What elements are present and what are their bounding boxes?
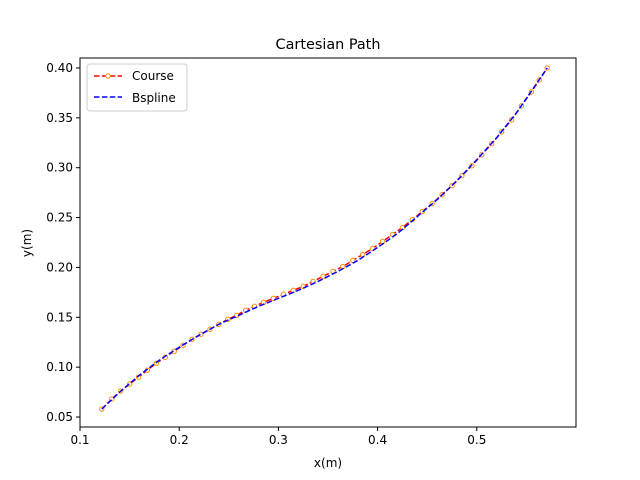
x-axis: 0.1 0.2 0.3 0.4 0.5 bbox=[70, 427, 486, 447]
y-tick-label: 0.05 bbox=[46, 410, 73, 424]
legend-course-marker bbox=[105, 73, 111, 79]
x-axis-label: x(m) bbox=[314, 456, 342, 470]
y-axis: 0.05 0.10 0.15 0.20 0.25 0.30 0.35 0.40 bbox=[46, 61, 80, 424]
series-bspline-line bbox=[101, 67, 548, 410]
chart-title: Cartesian Path bbox=[276, 37, 381, 53]
y-tick-label: 0.30 bbox=[46, 161, 73, 175]
x-tick-label: 0.5 bbox=[467, 433, 486, 447]
x-tick-label: 0.2 bbox=[170, 433, 189, 447]
legend-course-label: Course bbox=[132, 69, 174, 83]
legend: Course Bspline bbox=[86, 63, 188, 112]
y-tick-label: 0.15 bbox=[46, 310, 73, 324]
y-tick-label: 0.35 bbox=[46, 111, 73, 125]
y-tick-label: 0.10 bbox=[46, 360, 73, 374]
course-point bbox=[320, 273, 326, 280]
series-course-line bbox=[101, 67, 548, 410]
plot-area bbox=[99, 65, 550, 412]
y-tick-label: 0.25 bbox=[46, 211, 73, 225]
y-tick-label: 0.20 bbox=[46, 260, 73, 274]
y-tick-label: 0.40 bbox=[46, 61, 73, 75]
x-tick-label: 0.1 bbox=[70, 433, 89, 447]
course-point bbox=[360, 251, 366, 258]
x-tick-label: 0.3 bbox=[269, 433, 288, 447]
x-tick-label: 0.4 bbox=[368, 433, 387, 447]
legend-bspline-label: Bspline bbox=[132, 91, 176, 105]
y-axis-label: y(m) bbox=[20, 229, 34, 257]
course-point bbox=[379, 238, 386, 245]
plot-frame bbox=[79, 57, 577, 428]
